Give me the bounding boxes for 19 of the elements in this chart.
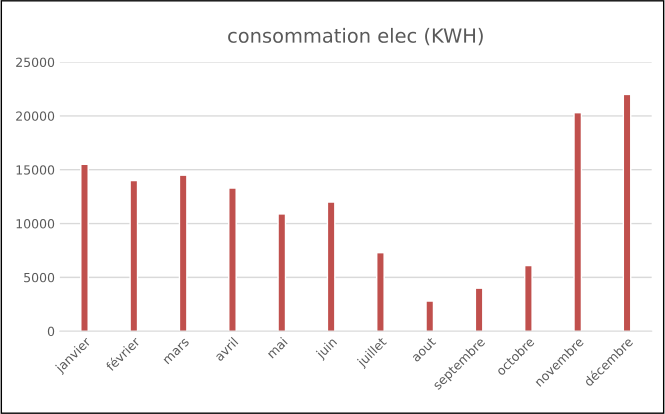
bar [178,174,188,332]
y-tick-label: 10000 [16,219,54,228]
y-tick-label: 20000 [16,111,54,121]
bar [277,213,286,332]
bar [326,201,336,332]
bar [425,300,434,332]
bar [573,112,582,332]
bar [376,252,385,332]
bar [80,164,89,332]
bar [524,264,533,332]
y-tick-label: 5000 [24,272,54,282]
chart-title: consommation elec (KWH) [228,28,483,46]
bar [228,187,237,332]
y-tick-label: 0 [48,326,54,336]
bar [622,94,632,332]
bar [129,180,138,332]
y-tick-label: 25000 [16,58,54,68]
bar [474,287,484,332]
y-tick-label: 15000 [16,165,54,175]
